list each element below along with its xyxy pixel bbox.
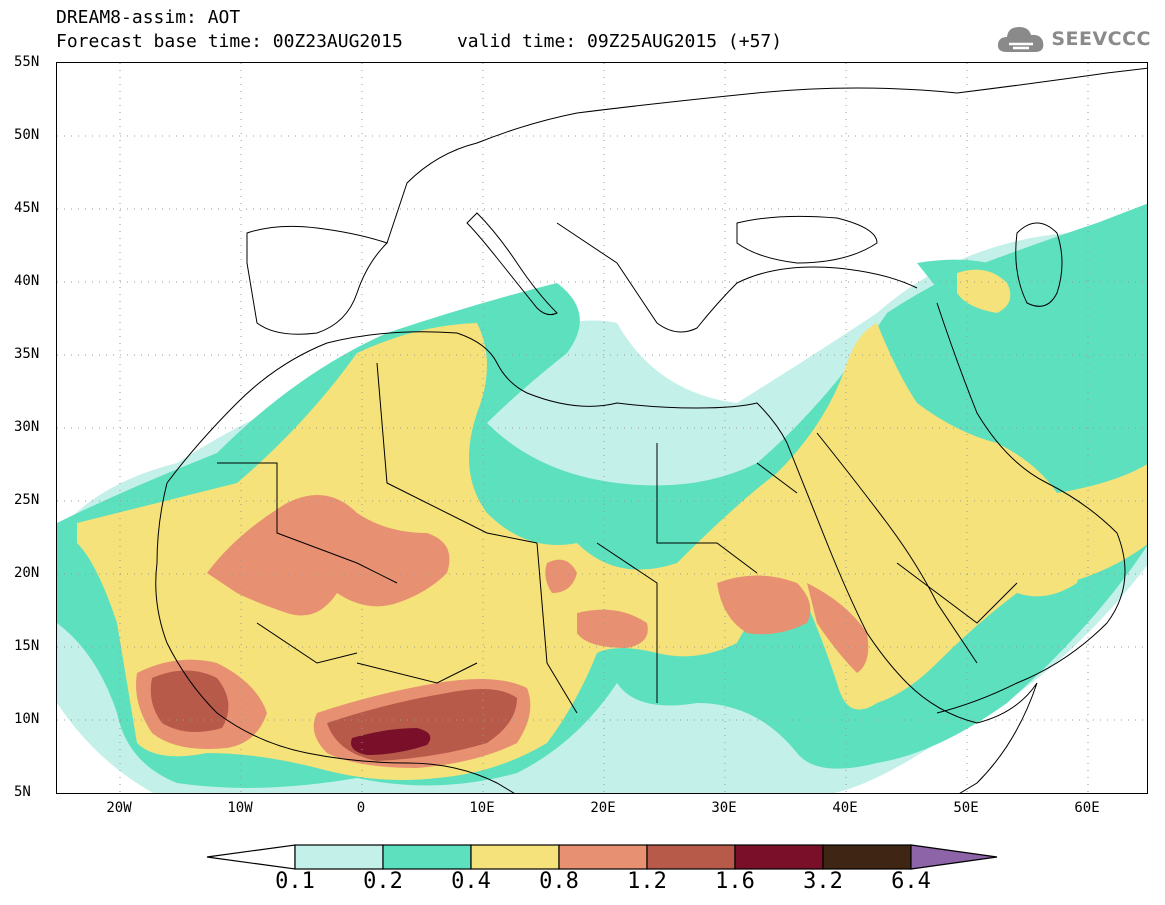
lon-label-10w: 10W bbox=[227, 800, 253, 816]
lon-label-20e: 20E bbox=[590, 800, 616, 816]
aot-map bbox=[56, 62, 1148, 794]
lon-label-40e: 40E bbox=[832, 800, 858, 816]
lon-label-30e: 30E bbox=[711, 800, 737, 816]
lat-label-35n: 35N bbox=[14, 346, 40, 362]
lon-label-60e: 60E bbox=[1074, 800, 1100, 816]
colorbar-bin-1-6 bbox=[734, 844, 824, 870]
colorbar-label-1-2: 1.2 bbox=[627, 869, 667, 894]
lat-label-5n: 5N bbox=[14, 784, 31, 800]
lon-label-10e: 10E bbox=[469, 800, 495, 816]
seevccc-logo: SEEVCCC bbox=[995, 22, 1151, 56]
colorbar-bin-0-1 bbox=[294, 844, 384, 870]
coastlines bbox=[155, 67, 1147, 793]
lat-label-25n: 25N bbox=[14, 492, 40, 508]
colorbar-bin-3-2 bbox=[822, 844, 912, 870]
colorbar bbox=[206, 844, 998, 870]
lon-label-20w: 20W bbox=[106, 800, 132, 816]
colorbar-bin-0-2 bbox=[382, 844, 472, 870]
colorbar-over-triangle bbox=[910, 844, 998, 870]
map-title: DREAM8-assim: AOT bbox=[56, 7, 241, 28]
cloud-icon bbox=[998, 27, 1044, 52]
lat-label-50n: 50N bbox=[14, 127, 40, 143]
lat-label-15n: 15N bbox=[14, 638, 40, 654]
logo-text: SEEVCCC bbox=[1051, 28, 1151, 50]
aot-contour-1-6 bbox=[351, 728, 431, 755]
colorbar-bin-1-2 bbox=[646, 844, 736, 870]
lat-label-40n: 40N bbox=[14, 273, 40, 289]
colorbar-label-0-4: 0.4 bbox=[451, 869, 491, 894]
lat-label-30n: 30N bbox=[14, 419, 40, 435]
colorbar-label-0-8: 0.8 bbox=[539, 869, 579, 894]
lon-label-50e: 50E bbox=[953, 800, 979, 816]
forecast-time-subtitle: Forecast base time: 00Z23AUG2015 valid t… bbox=[56, 31, 783, 52]
lat-label-55n: 55N bbox=[14, 54, 40, 70]
colorbar-under-triangle bbox=[206, 844, 296, 870]
colorbar-label-0-1: 0.1 bbox=[275, 869, 315, 894]
aot-contour-0-4 bbox=[77, 269, 1147, 781]
colorbar-bin-0-4 bbox=[470, 844, 560, 870]
colorbar-label-0-2: 0.2 bbox=[363, 869, 403, 894]
colorbar-label-1-6: 1.6 bbox=[715, 869, 755, 894]
lon-label-0: 0 bbox=[356, 800, 366, 816]
graticule bbox=[57, 63, 1147, 793]
colorbar-bin-0-8 bbox=[558, 844, 648, 870]
lat-label-20n: 20N bbox=[14, 565, 40, 581]
colorbar-label-6-4: 6.4 bbox=[891, 869, 931, 894]
lat-label-10n: 10N bbox=[14, 711, 40, 727]
lat-label-45n: 45N bbox=[14, 200, 40, 216]
colorbar-label-3-2: 3.2 bbox=[803, 869, 843, 894]
